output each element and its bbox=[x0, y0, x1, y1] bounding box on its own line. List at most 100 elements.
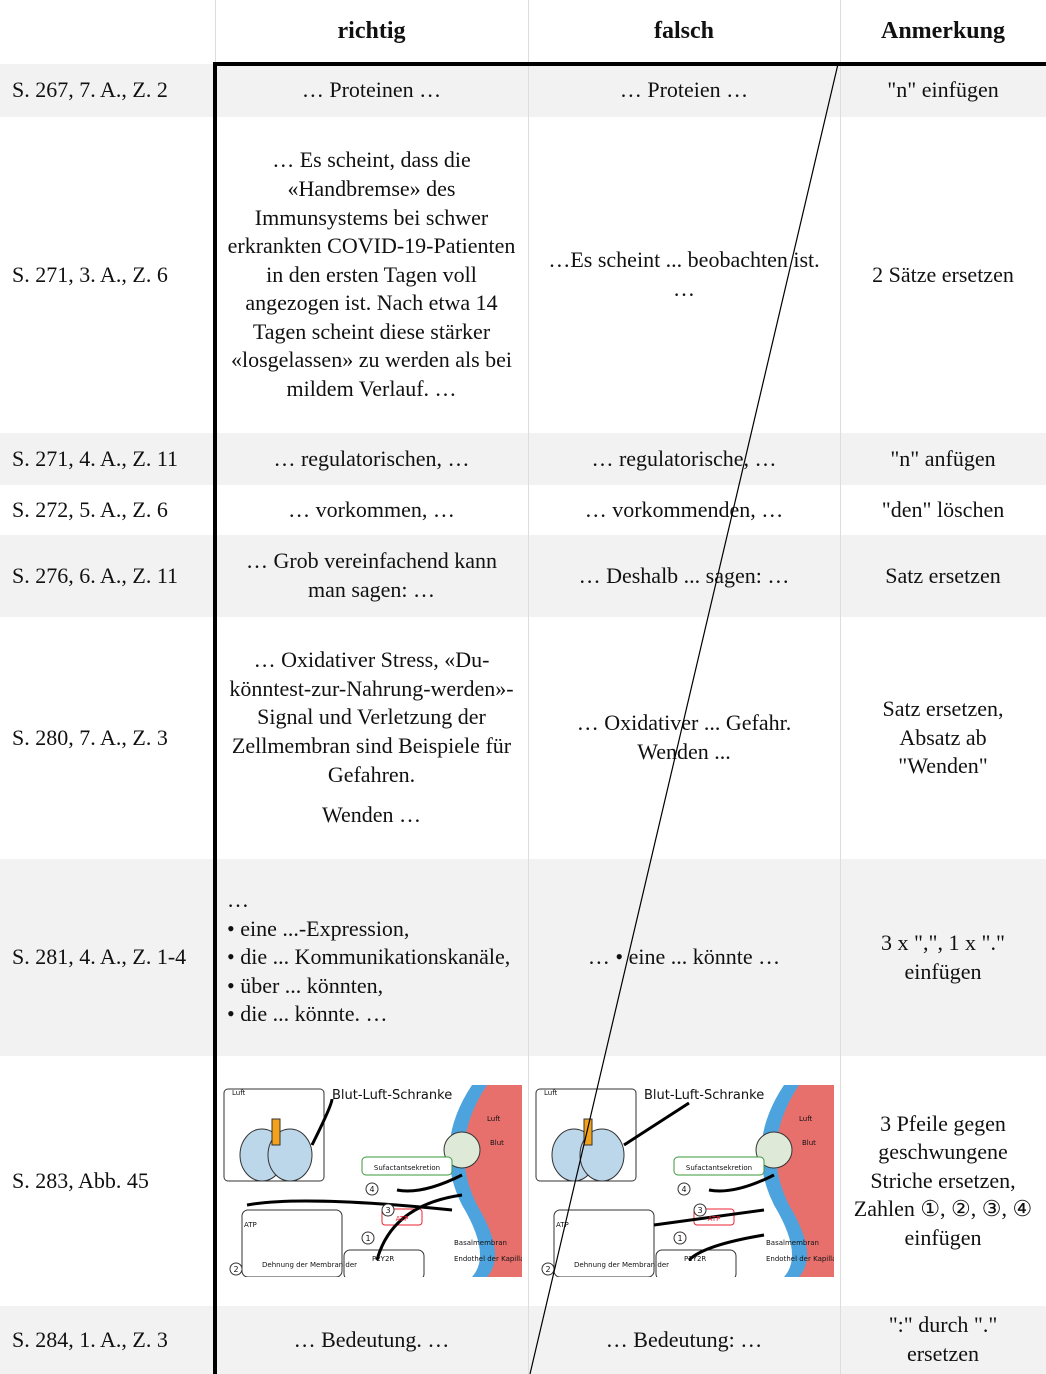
richtig-cell: … vorkommen, … bbox=[215, 485, 528, 535]
reference: S. 284, 1. A., Z. 3 bbox=[0, 1306, 215, 1374]
richtig-cell: … • eine ...-Expression, • die ... Kommuni… bbox=[215, 859, 528, 1056]
row-bg bbox=[0, 485, 1046, 535]
number-circle bbox=[541, 1262, 555, 1276]
richtig-cell: … Oxidativer Stress, «Du-könntest-zur-Na… bbox=[215, 617, 528, 859]
text: 3 Pfeile gegen geschwungene Striche erse… bbox=[853, 1110, 1033, 1250]
shape bbox=[343, 1249, 424, 1277]
text: … Oxidativer Stress, «Du-könntest-zur-Na… bbox=[229, 647, 514, 787]
figure-label: Basalmembran bbox=[454, 1239, 507, 1247]
text: • über ... könnten, bbox=[227, 972, 384, 998]
column-header: falsch bbox=[528, 0, 840, 64]
text: 2 Sätze ersetzen bbox=[872, 261, 1014, 287]
number-circle bbox=[693, 1203, 707, 1217]
text: S. 283, Abb. 45 bbox=[12, 1167, 149, 1193]
figure-label: Blut-Luft-Schranke bbox=[332, 1088, 452, 1103]
reference: S. 271, 4. A., Z. 11 bbox=[0, 433, 215, 485]
text: S. 280, 7. A., Z. 3 bbox=[12, 724, 168, 750]
figure-label: P2Y2R bbox=[684, 1255, 706, 1263]
shape bbox=[583, 1118, 593, 1146]
row-bg bbox=[0, 859, 1046, 1056]
figure-label: 3 bbox=[697, 1206, 702, 1215]
falsch-cell: … Deshalb ... sagen: … bbox=[528, 535, 840, 617]
figure-label: ATP bbox=[244, 1221, 257, 1229]
column-divider bbox=[840, 0, 841, 1374]
arrow bbox=[623, 1101, 775, 1262]
text: … Oxidativer ... Gefahr. Wenden ... bbox=[576, 710, 792, 764]
row-bg bbox=[0, 64, 1046, 117]
text: Wenden … bbox=[321, 802, 422, 828]
text: • die ... Kommunikationskanäle, bbox=[227, 944, 511, 970]
reference: S. 267, 7. A., Z. 2 bbox=[0, 64, 215, 117]
figure-label: Luft bbox=[487, 1115, 501, 1123]
row-bg bbox=[0, 617, 1046, 859]
note: 2 Sätze ersetzen bbox=[840, 117, 1046, 433]
text: • eine ...-Expression, bbox=[227, 915, 410, 941]
text: S. 276, 6. A., Z. 11 bbox=[12, 562, 179, 588]
figure-label: Dehnung der Membran der bbox=[262, 1261, 357, 1269]
text: … vorkommenden, … bbox=[584, 496, 784, 522]
shape bbox=[673, 1156, 765, 1176]
arrow bbox=[246, 1098, 463, 1261]
figure-label: Sufactantsekretion bbox=[373, 1164, 439, 1172]
figure-label: Sufactantsekretion bbox=[686, 1164, 752, 1172]
falsch-cell: … • eine ... könnte … bbox=[528, 859, 840, 1056]
reference: S. 276, 6. A., Z. 11 bbox=[0, 535, 215, 617]
column-divider bbox=[215, 0, 216, 64]
falsch-cell: … vorkommenden, … bbox=[528, 485, 840, 535]
falsch-cell: … Oxidativer ... Gefahr. Wenden ... bbox=[528, 617, 840, 859]
text: S. 271, 3. A., Z. 6 bbox=[12, 261, 168, 287]
note: Satz ersetzen, Absatz ab "Wenden" bbox=[840, 617, 1046, 859]
falsch-cell: …Es scheint ... beobachten ist. … bbox=[528, 117, 840, 433]
row-bg bbox=[0, 1056, 1046, 1306]
richtig-cell: … Bedeutung. … bbox=[215, 1306, 528, 1374]
text: … regulatorischen, … bbox=[273, 445, 470, 471]
text: … Proteien … bbox=[619, 77, 749, 103]
reference: S. 281, 4. A., Z. 1-4 bbox=[0, 859, 215, 1056]
shape bbox=[553, 1209, 655, 1277]
text: • die ... könnte. … bbox=[227, 1001, 388, 1027]
text: "n" einfügen bbox=[887, 77, 999, 103]
figure: Luft Blut-Luft-Schranke Luft Blut Sufactants… bbox=[221, 1085, 522, 1277]
row-bg bbox=[0, 433, 1046, 485]
figure-label: Blut-Luft-Schranke bbox=[644, 1088, 764, 1103]
figure: Luft Blut-Luft-Schranke Luft Blut Sufactants… bbox=[534, 1085, 834, 1277]
richtig-cell: … Grob vereinfachend kann man sagen: … bbox=[215, 535, 528, 617]
note: Satz ersetzen bbox=[840, 535, 1046, 617]
figure-label: Dehnung der Membran der bbox=[574, 1261, 669, 1269]
strike-diagonal bbox=[529, 63, 839, 1374]
figure-label: Endothel der Kapillaren bbox=[766, 1255, 834, 1263]
text: falsch bbox=[654, 18, 714, 45]
note: "n" anfügen bbox=[840, 433, 1046, 485]
text: S. 281, 4. A., Z. 1-4 bbox=[12, 944, 187, 970]
text: … Es scheint, dass die «Handbremse» des … bbox=[227, 147, 516, 402]
text: "den" löschen bbox=[881, 496, 1005, 522]
figure-label: 3 bbox=[385, 1206, 390, 1215]
row-bg bbox=[0, 535, 1046, 617]
figure-cell: Luft Blut-Luft-Schranke Luft Blut Sufactants… bbox=[215, 1056, 528, 1306]
number-circle bbox=[381, 1203, 394, 1217]
text: Satz ersetzen bbox=[885, 562, 1001, 588]
note: "n" einfügen bbox=[840, 64, 1046, 117]
richtig-cell: … Proteinen … bbox=[215, 64, 528, 117]
note: 3 x ",", 1 x "." einfügen bbox=[840, 859, 1046, 1056]
richtig-cell: … regulatorischen, … bbox=[215, 433, 528, 485]
note: "den" löschen bbox=[840, 485, 1046, 535]
text: … • eine ... könnte … bbox=[587, 944, 781, 970]
number-circle bbox=[229, 1262, 242, 1276]
shape bbox=[655, 1249, 737, 1277]
reference: S. 271, 3. A., Z. 6 bbox=[0, 117, 215, 433]
text: Satz ersetzen, Absatz ab "Wenden" bbox=[882, 696, 1004, 779]
text: … Proteinen … bbox=[301, 77, 442, 103]
figure-label: P2Y2R bbox=[372, 1255, 394, 1263]
text: … Grob vereinfachend kann man sagen: … bbox=[245, 548, 498, 602]
figure-label: Luft bbox=[799, 1115, 813, 1123]
text: S. 284, 1. A., Z. 3 bbox=[12, 1326, 168, 1352]
shape bbox=[463, 1085, 522, 1277]
text: ":" durch "." ersetzen bbox=[888, 1312, 998, 1366]
figure-label: ATP bbox=[395, 1215, 408, 1223]
figure-label: 4 bbox=[369, 1185, 374, 1194]
column-header: Anmerkung bbox=[840, 0, 1046, 64]
text: Anmerkung bbox=[880, 18, 1006, 45]
text: … vorkommen, … bbox=[288, 496, 455, 522]
